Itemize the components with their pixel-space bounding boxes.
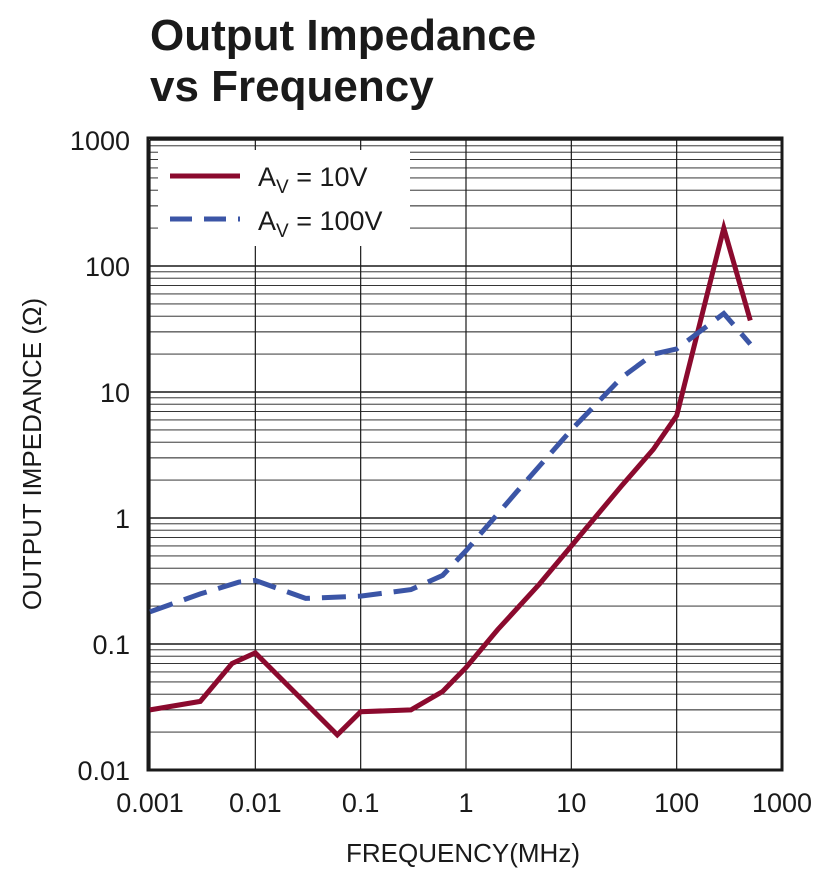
y-tick-label: 1 [115,504,130,534]
x-tick-label: 10 [556,788,586,818]
chart-title-line1: Output Impedance [150,11,536,60]
x-tick-label: 1 [458,788,473,818]
x-tick-label: 0.001 [116,788,184,818]
x-tick-label: 100 [654,788,699,818]
x-tick-labels: 0.001 0.01 0.1 1 10 100 1000 [116,788,812,818]
y-tick-label: 0.01 [77,756,130,786]
x-tick-label: 0.1 [342,788,380,818]
y-tick-label: 10 [100,378,130,408]
x-axis-label: FREQUENCY(MHz) [346,838,580,868]
y-tick-label: 100 [85,252,130,282]
y-tick-label: 0.1 [92,630,130,660]
legend: AV = 10V AV = 100V [158,150,410,246]
y-tick-labels: 0.01 0.1 1 10 100 1000 [70,126,130,786]
legend-label-av10: AV = 10V [258,162,368,198]
x-tick-label: 1000 [752,788,812,818]
y-tick-label: 1000 [70,126,130,156]
series-layer [149,218,753,739]
legend-box [158,150,410,246]
series-line-av10 [149,218,753,739]
plot-frame [146,136,784,772]
y-axis-label: OUTPUT IMPEDANCE (Ω) [17,298,47,610]
legend-label-av100: AV = 100V [258,206,383,242]
series-line-av100 [149,310,753,615]
chart-title-line2: vs Frequency [150,62,434,111]
x-tick-label: 0.01 [229,788,282,818]
